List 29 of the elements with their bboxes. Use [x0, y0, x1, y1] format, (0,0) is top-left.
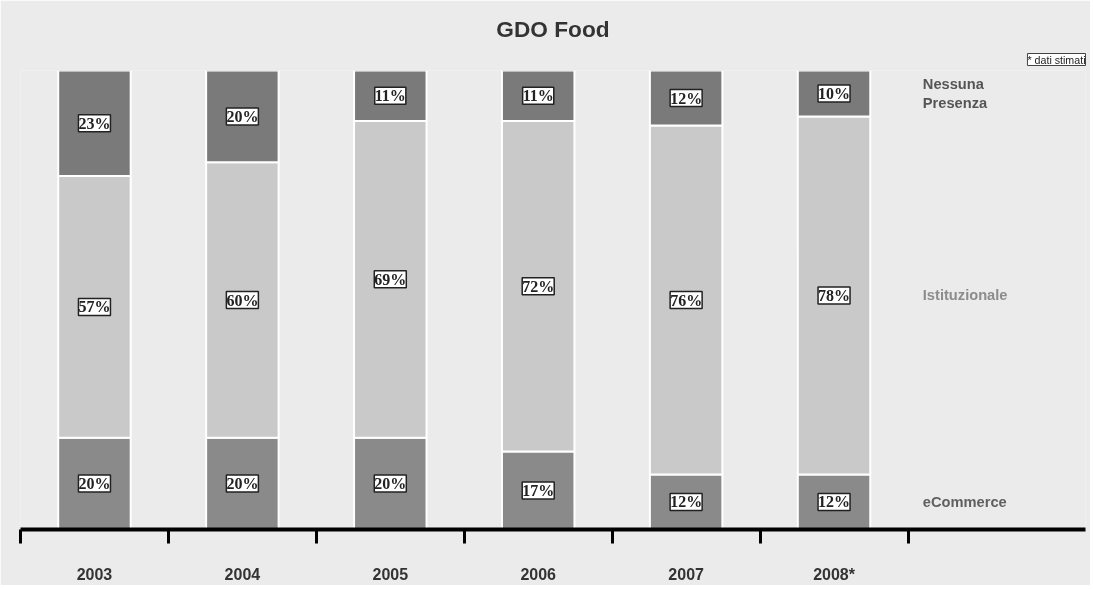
x-tick-label: 2007 — [668, 565, 705, 583]
data-label: 69% — [374, 270, 407, 288]
text: Nessuna Presenza — [922, 75, 989, 112]
text: eCommerce — [922, 493, 1007, 510]
data-label: 11% — [374, 87, 406, 105]
text: Istituzionale — [922, 287, 1008, 304]
x-tick-label: 2005 — [372, 565, 409, 583]
data-label: 12% — [670, 89, 703, 107]
data-label: 23% — [78, 114, 111, 132]
data-label: 57% — [78, 298, 111, 316]
x-tick-label: 2004 — [224, 565, 261, 583]
text: * dati stimati — [1027, 53, 1086, 66]
data-label: 20% — [374, 475, 407, 493]
data-label: 78% — [818, 286, 851, 304]
chart-title: GDO Food — [496, 15, 610, 42]
data-label: 10% — [818, 84, 851, 102]
x-tick-label: 2003 — [76, 565, 113, 583]
data-label: 20% — [226, 475, 259, 493]
data-label: 12% — [818, 493, 851, 511]
data-label: 17% — [522, 481, 555, 499]
data-label: 12% — [670, 493, 703, 511]
data-label: 20% — [226, 107, 259, 125]
data-label: 60% — [226, 291, 259, 309]
data-label: 20% — [78, 475, 111, 493]
x-tick-label: 2006 — [520, 565, 557, 583]
data-label: 76% — [670, 291, 703, 309]
data-label: 11% — [522, 87, 554, 105]
x-tick-label: 2008* — [813, 565, 856, 583]
data-label: 72% — [522, 277, 555, 295]
